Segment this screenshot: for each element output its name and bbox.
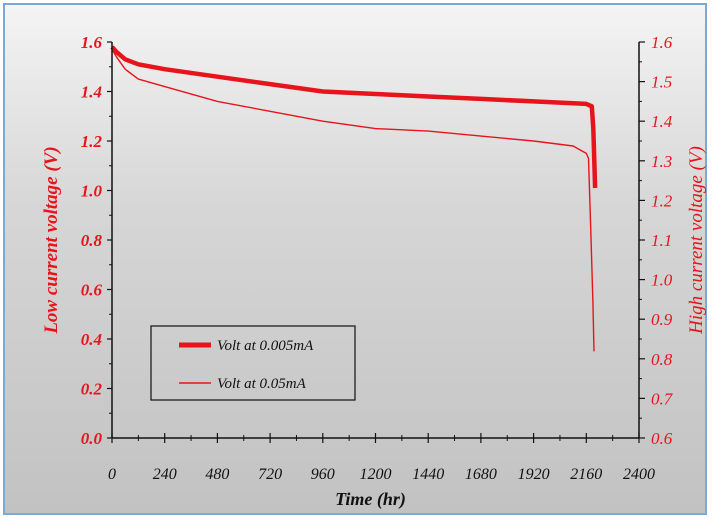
y-tick-label-right: 1.3 xyxy=(651,152,672,171)
y-tick-label-right: 0.8 xyxy=(651,350,673,369)
series-line-1 xyxy=(110,45,598,189)
y-tick-label-right: 1.4 xyxy=(651,112,673,131)
y-tick-label-right: 0.6 xyxy=(651,429,673,448)
y-tick-label-left: 1.4 xyxy=(81,83,102,102)
y-tick-label-right: 0.7 xyxy=(651,389,674,408)
x-tick-label: 1200 xyxy=(360,466,392,483)
y-tick-label-left: 0.4 xyxy=(81,330,102,349)
x-tick-label: 0 xyxy=(108,466,116,483)
x-tick-label: 1680 xyxy=(465,466,497,483)
legend-box xyxy=(150,325,356,401)
y-tick-label-right: 1.6 xyxy=(651,33,673,52)
y-tick-label-left: 0.6 xyxy=(81,281,103,300)
y-tick-label-left: 1.0 xyxy=(81,182,103,201)
y-tick-label-left: 0.0 xyxy=(81,429,103,448)
series-line-2 xyxy=(111,49,595,352)
y-axis-title-right: High current voltage (V) xyxy=(686,146,707,335)
x-tick-label: 240 xyxy=(153,466,177,483)
chart-frame: 0.0 0.2 0.4 0.6 0.8 1.0 1.2 1.4 1.6 0.6 0.7 0.8 0.9 1… xyxy=(3,3,707,515)
y-tick-label-right: 1.0 xyxy=(651,271,673,290)
y-tick-label-right: 1.5 xyxy=(651,73,672,92)
y-tick-label-left: 0.8 xyxy=(81,231,103,250)
y-tick-label-left: 1.2 xyxy=(81,132,103,151)
y-tick-label-left: 0.2 xyxy=(81,380,103,399)
y-tick-label-right: 0.9 xyxy=(651,310,673,329)
x-tick-label: 1920 xyxy=(518,466,550,483)
legend-label-2: Volt at 0.05mA xyxy=(217,376,307,392)
y-axis-title-left: Low current voltage (V) xyxy=(41,146,62,334)
x-tick-label: 2160 xyxy=(570,466,602,483)
x-tick-label: 720 xyxy=(258,466,282,483)
x-tick-label: 1440 xyxy=(412,466,444,483)
dual-axis-line-chart: 0.0 0.2 0.4 0.6 0.8 1.0 1.2 1.4 1.6 0.6 0.7 0.8 0.9 1… xyxy=(41,33,707,510)
x-axis-title: Time (hr) xyxy=(335,489,406,510)
y-tick-label-left: 1.6 xyxy=(81,33,103,52)
x-tick-label: 2400 xyxy=(623,466,655,483)
y-tick-label-right: 1.1 xyxy=(651,231,672,250)
y-tick-label-right: 1.2 xyxy=(651,191,673,210)
legend-label-1: Volt at 0.005mA xyxy=(217,338,314,354)
x-tick-label: 960 xyxy=(311,466,335,483)
x-tick-label: 480 xyxy=(205,466,229,483)
